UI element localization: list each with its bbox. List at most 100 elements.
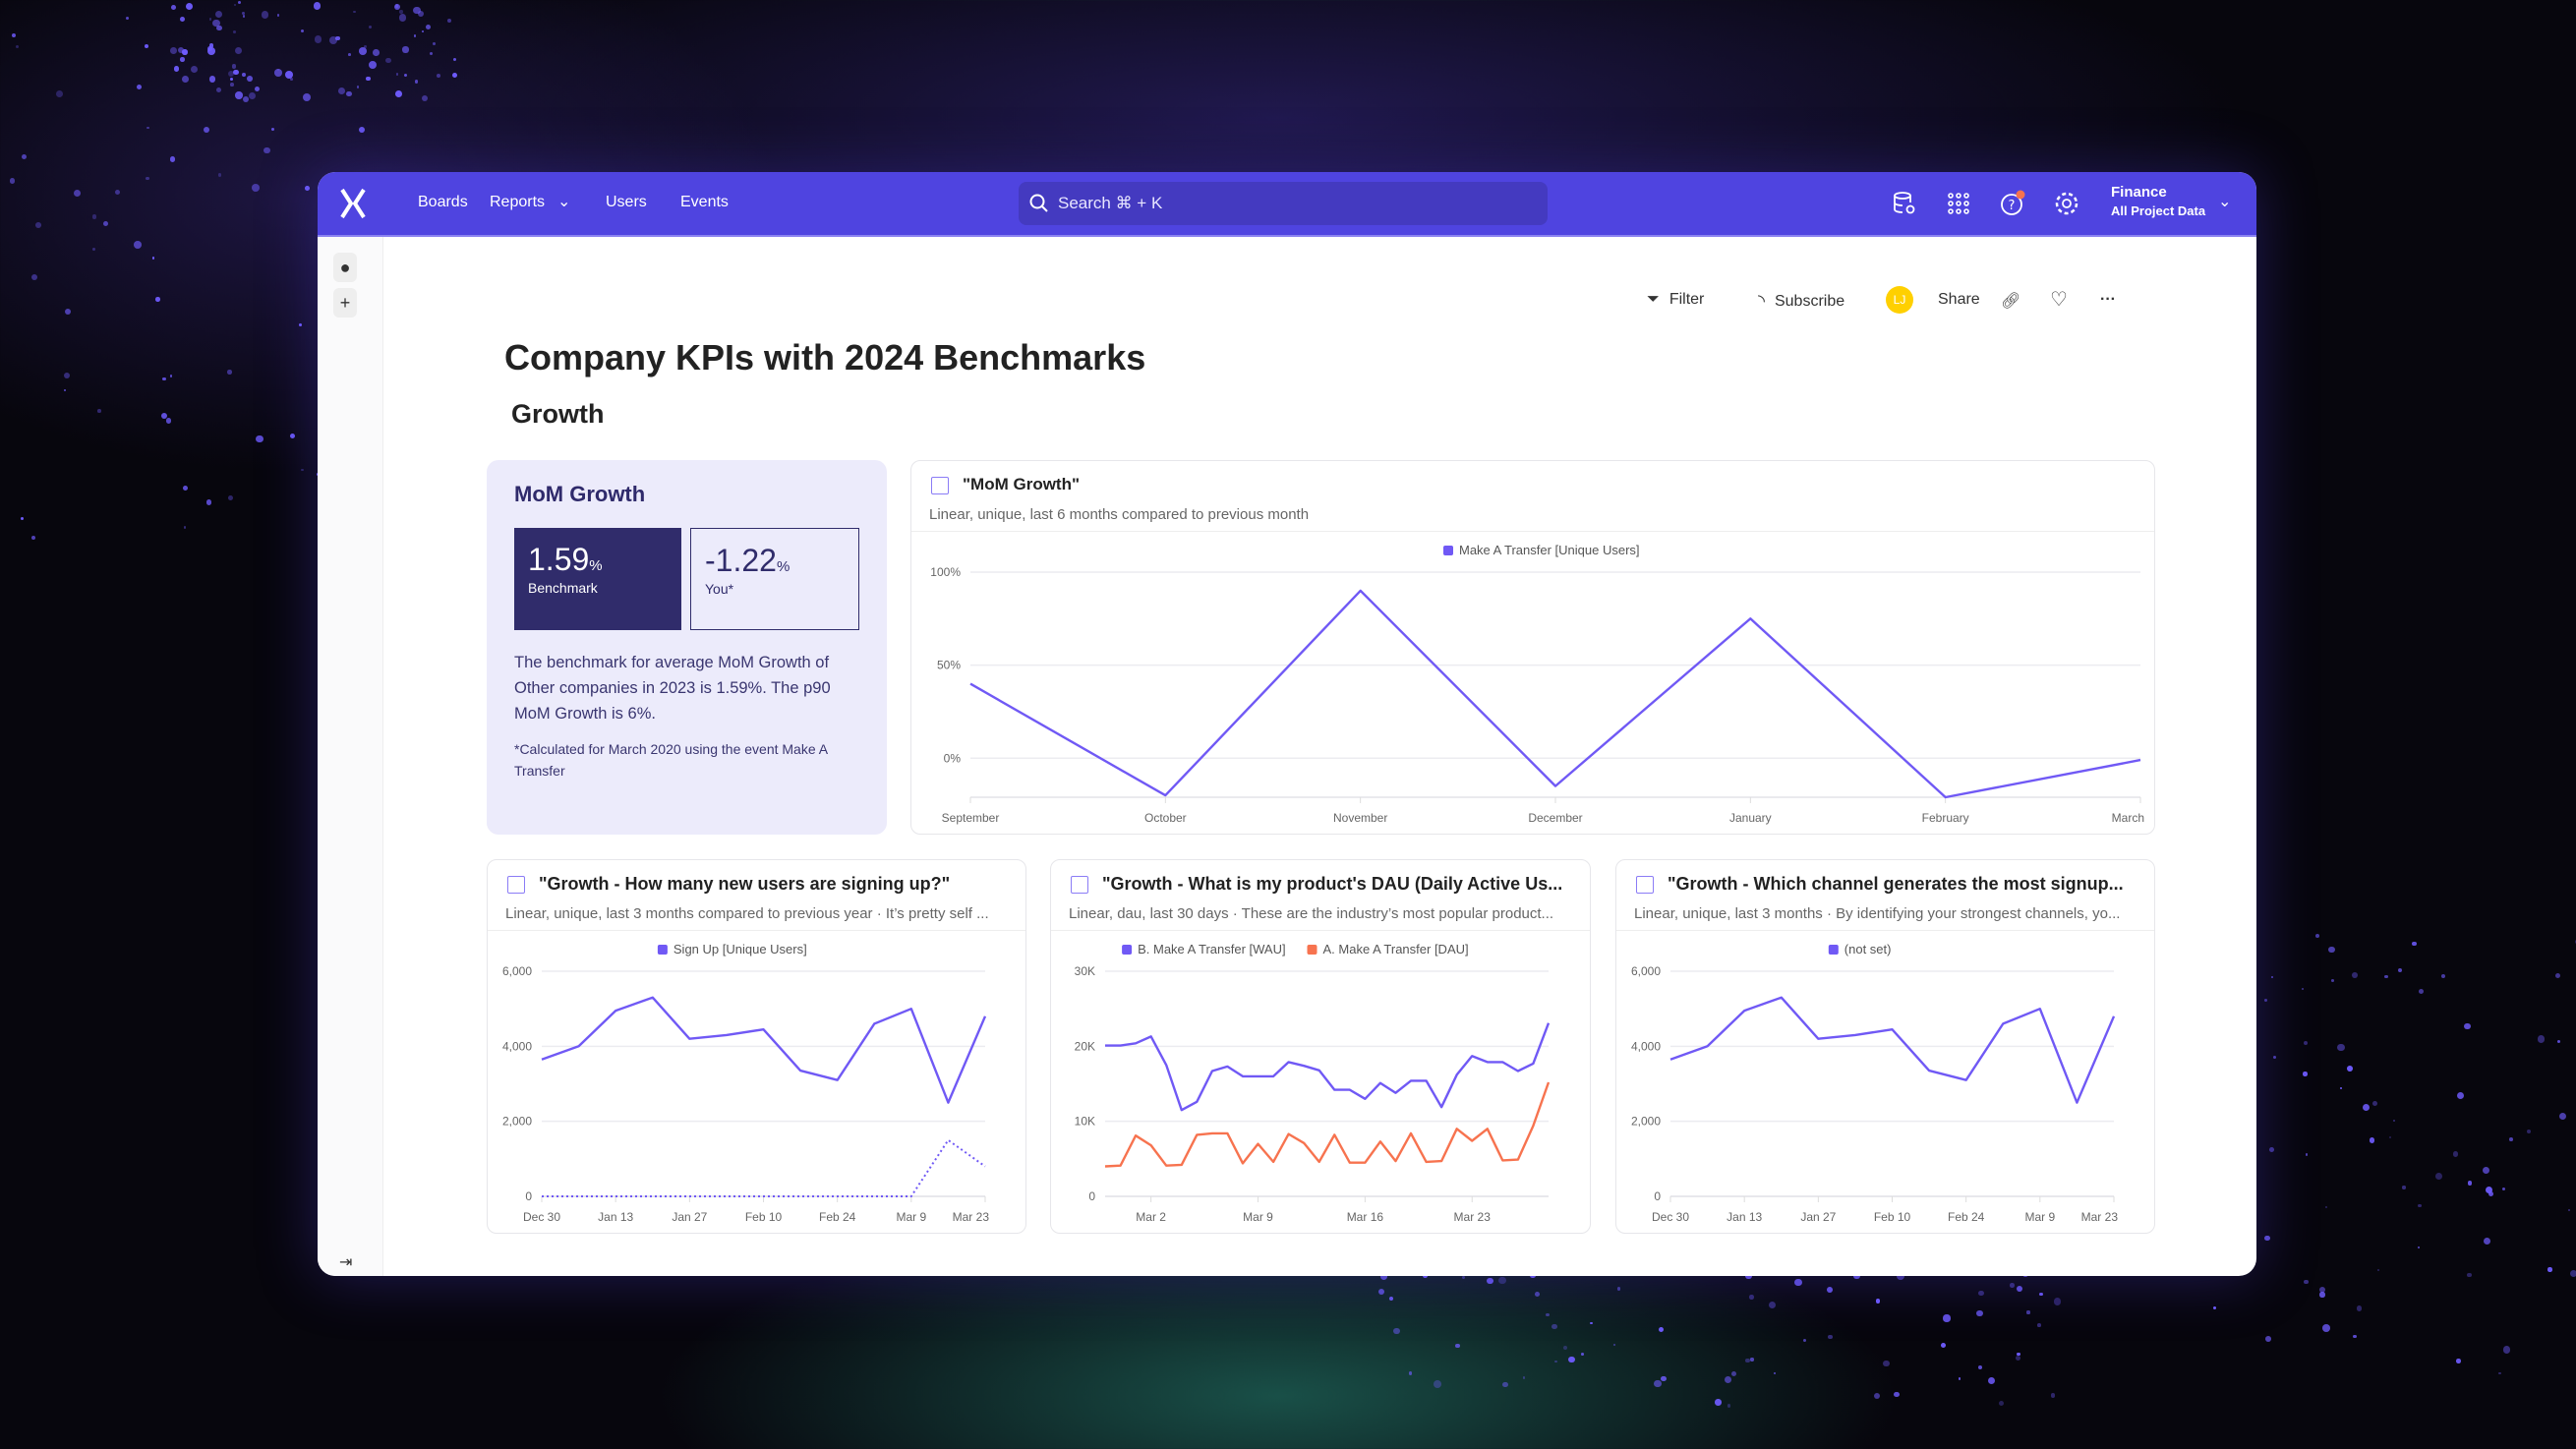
x-tick-label: Dec 30 — [1652, 1210, 1689, 1224]
x-tick-label: Dec 30 — [523, 1210, 560, 1224]
nav-reports[interactable]: Reports — [490, 194, 546, 210]
you-unit: % — [776, 558, 790, 575]
comparison-series-line[interactable] — [542, 1138, 986, 1197]
particle-dot — [1802, 1338, 1807, 1343]
heart-icon[interactable]: ♡ — [2050, 289, 2068, 311]
avatar[interactable]: LJ — [1886, 286, 1913, 314]
particle-dot — [1768, 1301, 1776, 1308]
particle-dot — [1774, 1371, 1777, 1374]
legend-label[interactable]: A. Make A Transfer [DAU] — [1323, 942, 1469, 956]
particle-dot — [437, 73, 441, 78]
project-name: Finance — [2111, 184, 2167, 201]
search-placeholder: Search ⌘ + K — [1058, 194, 1163, 212]
x-tick-label: Jan 27 — [672, 1210, 707, 1224]
particle-dot — [2468, 1181, 2473, 1186]
series-line[interactable] — [541, 996, 987, 1104]
particle-dot — [452, 72, 458, 78]
particle-dot — [2485, 1186, 2492, 1193]
particle-dot — [207, 47, 216, 56]
y-tick-label: 30K — [1075, 964, 1095, 978]
y-tick-label: 6,000 — [502, 964, 532, 978]
filter-button[interactable]: ⏷ Filter — [1647, 291, 1704, 309]
particle-dot — [1794, 1278, 1802, 1287]
particle-dot — [35, 221, 41, 228]
compass-icon[interactable]: ● — [333, 253, 357, 282]
x-tick-label: March — [2112, 811, 2144, 825]
legend-label[interactable]: B. Make A Transfer [WAU] — [1138, 942, 1286, 956]
particle-dot — [446, 19, 451, 24]
particle-dot — [273, 69, 282, 77]
particle-dot — [207, 45, 213, 51]
legend-swatch — [1828, 945, 1839, 955]
chart-title[interactable]: "Growth - Which channel generates the mo… — [1668, 874, 2124, 894]
more-options-icon[interactable]: ··· — [2100, 291, 2116, 308]
chart-card-mom-growth[interactable]: "MoM Growth" Linear, unique, last 6 month… — [910, 460, 2155, 835]
series-line[interactable] — [1105, 1022, 1551, 1112]
particle-dot — [2467, 1272, 2472, 1278]
particle-dot — [1828, 1334, 1834, 1340]
nav-events[interactable]: Events — [680, 194, 729, 210]
series-line[interactable] — [969, 589, 2141, 799]
particle-dot — [2456, 1091, 2464, 1100]
expand-sidebar-icon[interactable]: ⇥ — [339, 1254, 353, 1271]
gear-icon[interactable] — [2053, 190, 2080, 217]
particle-dot — [10, 178, 16, 184]
particle-dot — [364, 45, 367, 48]
legend-label[interactable]: (not set) — [1844, 942, 1892, 956]
chart-title[interactable]: "Growth - What is my product's DAU (Dail… — [1102, 874, 1563, 894]
benchmark-footnote: *Calculated for March 2020 using the eve… — [514, 741, 828, 779]
particle-dot — [1658, 1327, 1664, 1333]
particle-dot — [2402, 1186, 2406, 1189]
particle-dot — [429, 51, 433, 55]
mixpanel-logo-icon[interactable] — [339, 188, 367, 219]
apps-grid-icon[interactable] — [1945, 190, 1972, 217]
data-settings-icon[interactable] — [1891, 190, 1918, 217]
particle-dot — [2369, 1137, 2375, 1143]
page-title: Company KPIs with 2024 Benchmarks — [504, 337, 1146, 377]
legend-label[interactable]: Make A Transfer [Unique Users] — [1459, 543, 1640, 557]
sidebar: ● + ⇥ — [318, 237, 383, 1276]
add-icon[interactable]: + — [333, 288, 357, 318]
particle-dot — [63, 388, 66, 392]
nav-boards[interactable]: Boards — [418, 194, 468, 210]
particle-dot — [2264, 999, 2267, 1002]
particle-dot — [1715, 1399, 1722, 1406]
particle-dot — [2213, 1305, 2217, 1309]
particle-dot — [1498, 1276, 1507, 1285]
particle-dot — [2328, 947, 2335, 954]
chart-card-dau[interactable]: "Growth - What is my product's DAU (Dail… — [1050, 859, 1591, 1234]
particle-dot — [1724, 1375, 1731, 1383]
particle-dot — [1393, 1327, 1400, 1335]
link-icon[interactable]: 🔗︎ — [2001, 293, 2021, 310]
particle-dot — [227, 370, 232, 375]
series-line[interactable] — [1669, 996, 2116, 1104]
chevron-down-icon[interactable]: ⌄ — [557, 194, 571, 210]
particle-dot — [2568, 1209, 2571, 1212]
chart-card-channel[interactable]: "Growth - Which channel generates the mo… — [1615, 859, 2155, 1234]
chart-card-signups[interactable]: "Growth - How many new users are signing… — [487, 859, 1026, 1234]
chart-title[interactable]: "Growth - How many new users are signing… — [539, 874, 951, 894]
particle-dot — [230, 83, 234, 87]
particle-dot — [432, 42, 436, 46]
svg-text:?: ? — [2009, 199, 2016, 213]
share-button[interactable]: Share — [1938, 291, 1980, 308]
particle-dot — [145, 43, 149, 48]
chevron-down-icon[interactable]: ⌄ — [2218, 194, 2232, 210]
search-input[interactable]: Search ⌘ + K — [1019, 182, 1548, 225]
chart-title[interactable]: "MoM Growth" — [963, 475, 1081, 493]
series-line[interactable] — [1104, 1081, 1551, 1168]
particle-dot — [2441, 974, 2446, 979]
help-icon[interactable]: ? — [1999, 190, 2026, 217]
subscribe-button[interactable]: ◝ Subscribe — [1758, 291, 1844, 312]
legend-label[interactable]: Sign Up [Unique Users] — [673, 942, 807, 956]
particle-dot — [1617, 1287, 1621, 1291]
y-tick-label: 0% — [944, 751, 962, 765]
particle-dot — [2331, 978, 2335, 982]
particle-dot — [261, 10, 269, 19]
particle-dot — [216, 87, 222, 93]
project-selector[interactable]: Finance All Project Data — [2111, 184, 2205, 218]
chart-subtitle: Linear, unique, last 6 months compared t… — [929, 506, 1310, 523]
nav-users[interactable]: Users — [606, 194, 647, 210]
x-tick-label: Mar 16 — [1347, 1210, 1384, 1224]
particle-dot — [214, 10, 223, 19]
